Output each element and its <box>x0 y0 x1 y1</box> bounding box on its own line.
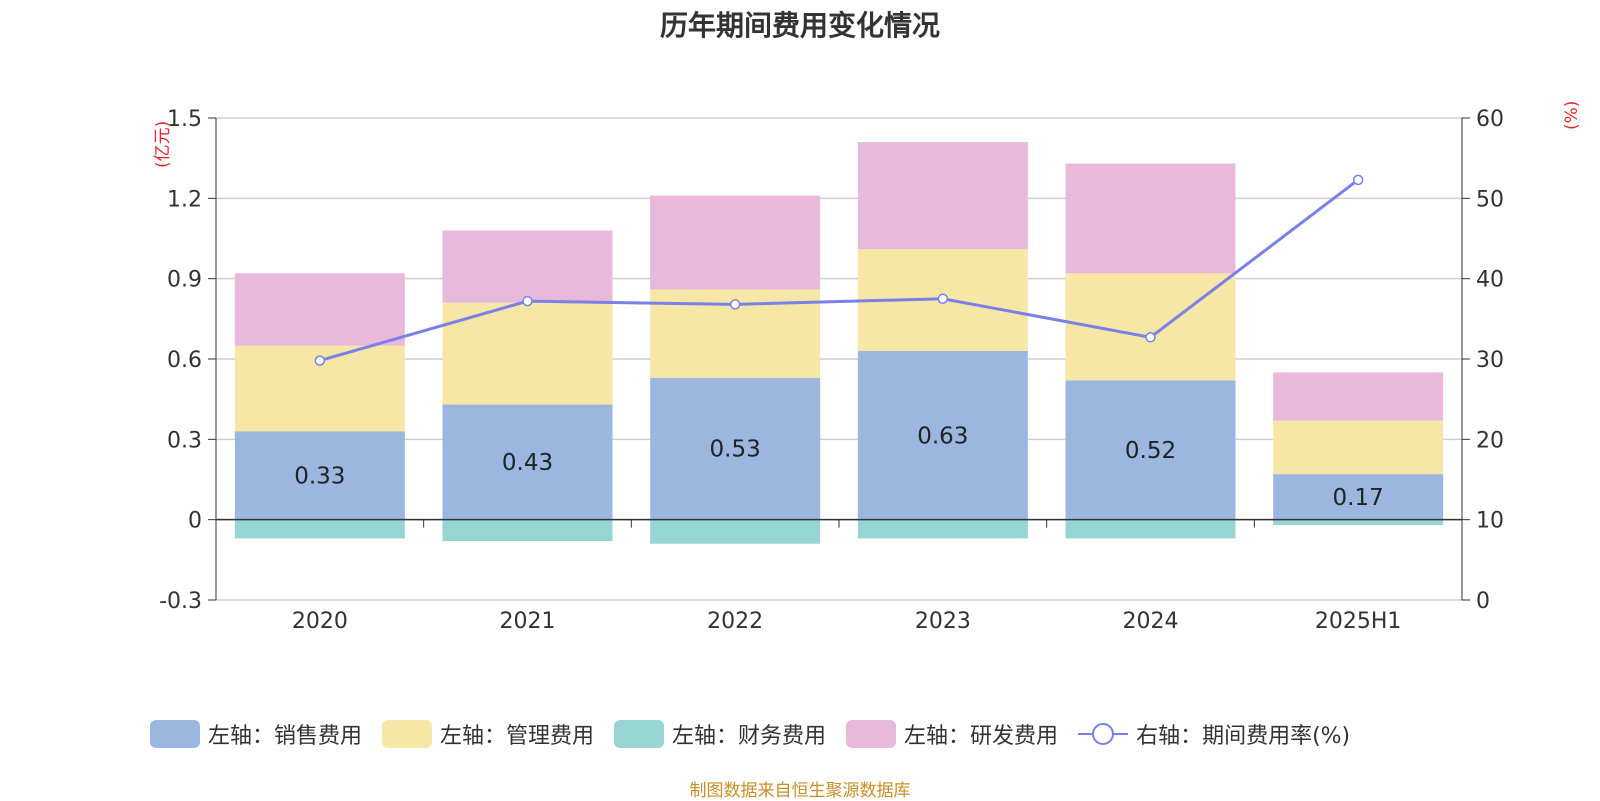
bar-rnd <box>857 142 1028 250</box>
bar-finance <box>234 519 405 539</box>
expense-rate-point <box>729 299 741 310</box>
data-label-sales: 0.17 <box>1333 485 1384 511</box>
bar-rnd <box>1065 163 1236 274</box>
bar-finance <box>857 519 1028 539</box>
legend-item-admin[interactable]: 左轴：管理费用 <box>382 718 594 750</box>
category-label: 2021 <box>500 609 556 634</box>
left-tick-label: 0.3 <box>167 428 202 453</box>
data-label-sales: 0.43 <box>502 450 553 476</box>
bar-sales <box>1273 474 1444 520</box>
expense-rate-line <box>319 178 1360 363</box>
category-label: 2020 <box>292 609 348 634</box>
legend-item-expense-rate[interactable]: 右轴：期间费用率(%) <box>1078 718 1350 750</box>
category-label: 2023 <box>915 609 971 634</box>
legend-item-sales[interactable]: 左轴：销售费用 <box>150 718 362 750</box>
right-tick-label: 10 <box>1476 509 1504 534</box>
legend: 左轴：销售费用 左轴：管理费用 左轴：财务费用 左轴：研发费用 右轴：期间费用率… <box>150 718 1370 750</box>
bar-finance <box>650 519 821 544</box>
chart-title: 历年期间费用变化情况 <box>659 9 940 42</box>
legend-label-admin: 左轴：管理费用 <box>440 724 595 749</box>
bar-admin <box>442 302 613 405</box>
right-tick-label: 30 <box>1476 348 1504 373</box>
bar-admin <box>1273 420 1444 475</box>
data-label-sales: 0.63 <box>917 423 968 449</box>
expense-rate-point <box>1352 174 1364 186</box>
bar-rnd <box>1273 372 1444 421</box>
right-tick-label: 0 <box>1476 589 1490 614</box>
category-label: 2024 <box>1123 609 1179 634</box>
right-tick-label: 20 <box>1476 428 1504 453</box>
legend-label-rnd: 左轴：研发费用 <box>904 724 1059 749</box>
source-footer: 制图数据来自恒生聚源数据库 <box>689 781 911 801</box>
legend-swatch-rnd <box>846 720 897 748</box>
expense-rate-point <box>314 355 326 366</box>
bar-rnd <box>442 230 613 303</box>
category-label: 2022 <box>707 609 763 634</box>
bar-sales <box>234 431 405 520</box>
data-label-sales: 0.33 <box>294 463 345 489</box>
legend-item-finance[interactable]: 左轴：财务费用 <box>614 718 826 750</box>
bar-rnd <box>234 273 405 346</box>
bar-sales <box>857 350 1028 520</box>
left-tick-label: 1.5 <box>167 107 202 132</box>
left-tick-label: -0.3 <box>159 589 202 614</box>
left-tick-label: 1.2 <box>167 187 202 212</box>
expense-rate-point <box>522 295 533 307</box>
legend-label-expense-rate: 右轴：期间费用率(%) <box>1136 724 1351 749</box>
legend-label-sales: 左轴：销售费用 <box>208 724 363 749</box>
left-tick-label: 0.9 <box>167 268 202 293</box>
bar-finance <box>442 519 613 542</box>
legend-swatch-expense-rate <box>1078 723 1129 745</box>
left-tick-label: 0 <box>188 509 202 534</box>
right-tick-label: 50 <box>1476 187 1504 212</box>
category-label: 2025H1 <box>1315 609 1402 634</box>
bar-finance <box>1065 519 1236 539</box>
bar-finance <box>1273 519 1444 526</box>
right-tick-label: 60 <box>1476 107 1504 132</box>
legend-swatch-finance <box>614 720 665 748</box>
bar-sales <box>1065 380 1236 520</box>
bar-rnd <box>650 195 821 290</box>
left-tick-label: 0.6 <box>167 348 202 373</box>
expense-rate-point <box>1145 332 1156 343</box>
data-label-sales: 0.52 <box>1125 438 1176 464</box>
right-tick-label: 40 <box>1476 268 1504 293</box>
legend-swatch-admin <box>382 720 433 748</box>
bar-sales <box>650 377 821 520</box>
expense-rate-point <box>937 293 949 304</box>
bar-sales <box>442 404 613 520</box>
legend-swatch-sales <box>150 720 200 748</box>
legend-item-rnd[interactable]: 左轴：研发费用 <box>846 718 1058 750</box>
data-label-sales: 0.53 <box>710 437 761 463</box>
legend-label-finance: 左轴：财务费用 <box>672 724 827 749</box>
